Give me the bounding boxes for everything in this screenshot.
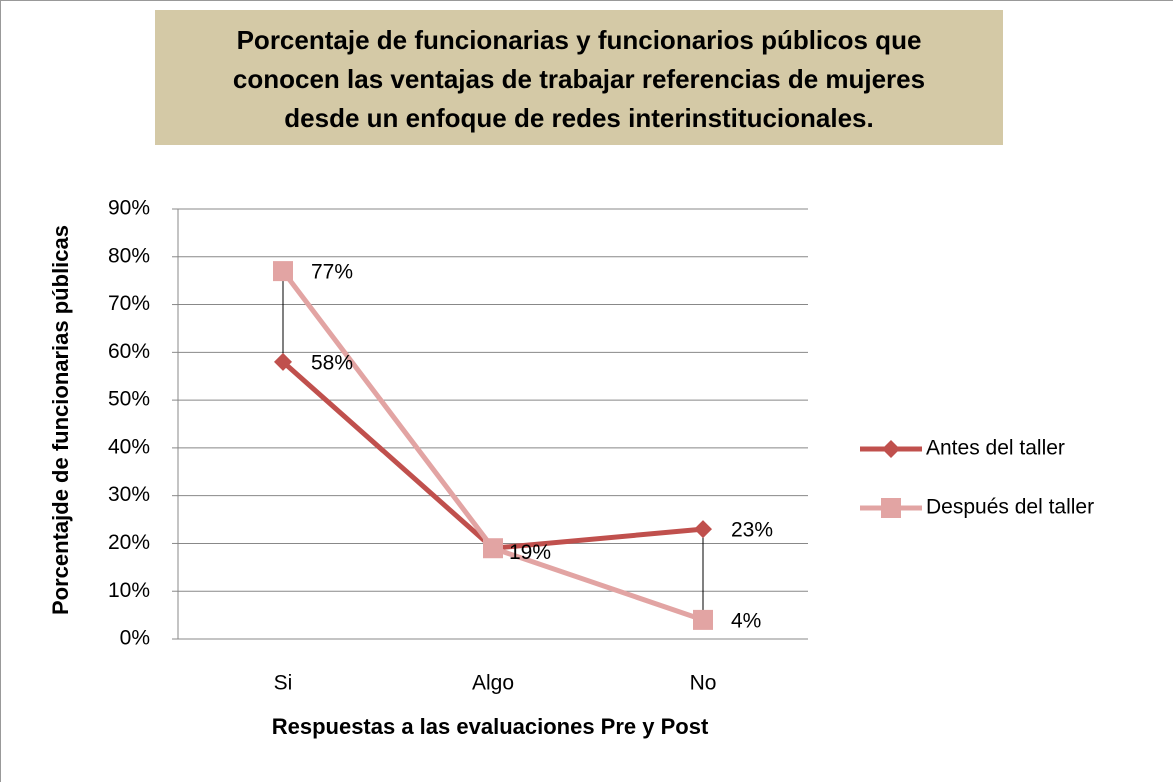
data-label: 58% (311, 351, 353, 374)
marker (273, 261, 293, 282)
x-axis-title: Respuestas a las evaluaciones Pre y Post (272, 714, 709, 739)
x-tick-label: No (690, 672, 717, 695)
y-tick-label: 0% (120, 627, 150, 650)
data-label: 23% (731, 519, 773, 542)
chart-title: desde un enfoque de redes interinstituci… (284, 103, 873, 133)
y-tick-label: 90% (108, 197, 150, 220)
y-tick-label: 10% (108, 579, 150, 602)
legend-label: Después del taller (926, 496, 1094, 519)
title-box (155, 10, 1003, 145)
chart-title: Porcentaje de funcionarias y funcionario… (237, 25, 922, 55)
marker (483, 538, 503, 559)
y-axis-title: Porcentajde de funcionarias públicas (48, 225, 73, 615)
data-label: 19% (509, 541, 551, 564)
y-tick-label: 70% (108, 292, 150, 315)
data-label: 77% (311, 261, 353, 284)
chart-title: conocen las ventajas de trabajar referen… (233, 64, 925, 94)
y-tick-label: 50% (108, 388, 150, 411)
x-tick-label: Algo (472, 672, 514, 695)
x-tick-label: Si (274, 672, 293, 695)
legend-label: Antes del taller (926, 437, 1065, 460)
marker (881, 498, 901, 518)
y-tick-label: 20% (108, 531, 150, 554)
marker (882, 440, 900, 458)
marker (694, 520, 712, 539)
marker (693, 609, 713, 630)
y-tick-label: 30% (108, 483, 150, 506)
marker (274, 352, 292, 371)
y-tick-label: 40% (108, 435, 150, 458)
y-tick-label: 60% (108, 340, 150, 363)
data-label: 4% (731, 609, 761, 632)
y-tick-label: 80% (108, 244, 150, 267)
